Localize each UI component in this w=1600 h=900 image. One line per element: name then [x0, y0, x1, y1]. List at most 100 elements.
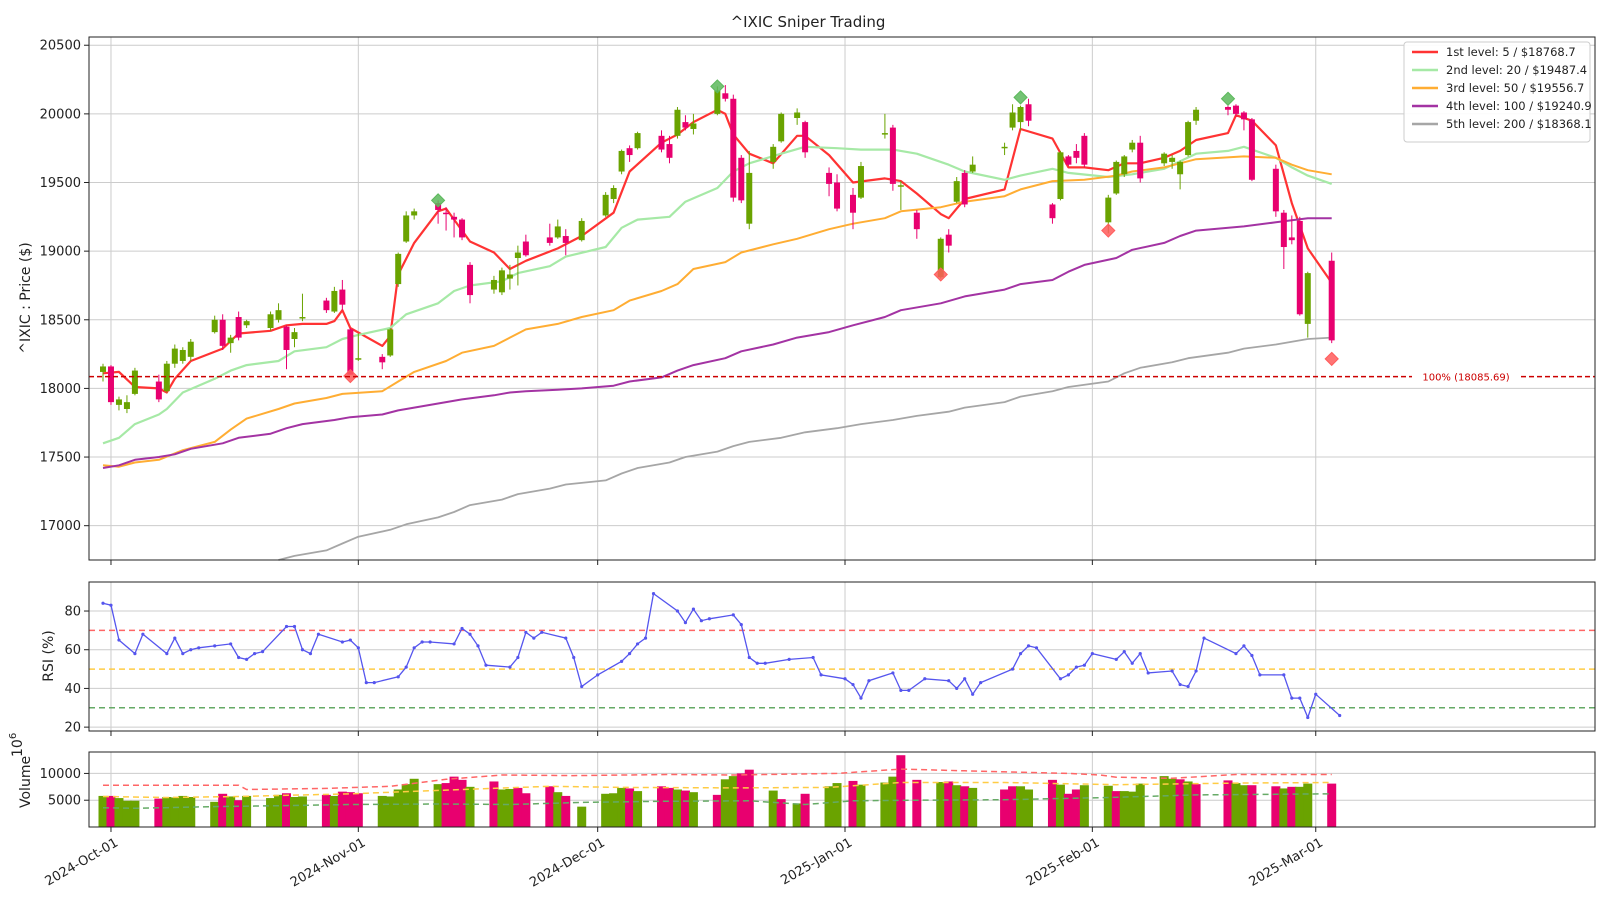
volume-bar	[122, 800, 132, 827]
candle-body	[267, 314, 274, 329]
candle-body	[961, 172, 968, 205]
candle-body	[1129, 142, 1136, 150]
rsi-point	[540, 630, 544, 634]
volume-bar	[1191, 784, 1201, 827]
rsi-point	[955, 686, 959, 691]
rsi-point	[1114, 657, 1118, 662]
volume-bar	[625, 788, 635, 827]
candle-body	[730, 98, 737, 198]
sell-signal-marker	[1101, 223, 1116, 238]
rsi-point	[859, 696, 863, 700]
rsi-point	[739, 622, 743, 627]
volume-bar	[968, 787, 978, 827]
rsi-axis-label: RSI (%)	[41, 630, 57, 681]
moving-average-line	[278, 336, 1332, 561]
candle-body	[275, 310, 282, 320]
rsi-point	[707, 617, 711, 621]
level-label: 100% (18085.69)	[1422, 373, 1509, 384]
x-tick-label: 2025-Jan-01	[778, 835, 855, 888]
volume-bar	[321, 794, 331, 827]
volume-bar	[1327, 783, 1337, 827]
y-tick-label: 20500	[40, 39, 81, 54]
rsi-point	[428, 640, 432, 644]
volume-bar	[856, 784, 866, 827]
rsi-point	[1146, 671, 1150, 675]
candle-body	[235, 317, 242, 338]
rsi-point	[189, 648, 193, 652]
x-tick-label: 2024-Nov-01	[288, 835, 368, 890]
volume-bar	[680, 790, 690, 827]
candle-body	[459, 219, 466, 238]
rsi-point	[1338, 713, 1342, 718]
rsi-point	[763, 661, 767, 665]
candle-body	[945, 234, 952, 246]
volume-bar	[712, 794, 722, 827]
volume-bar	[1079, 785, 1089, 827]
candle-body	[443, 212, 450, 215]
level-label-bg	[1412, 369, 1520, 384]
rsi-point	[1170, 669, 1174, 673]
rsi-point	[1258, 673, 1262, 677]
rsi-point	[109, 603, 113, 607]
volume-bar	[1119, 791, 1129, 827]
volume-bar	[1303, 783, 1313, 827]
volume-bar	[178, 795, 188, 827]
volume-bar	[409, 778, 419, 827]
rsi-point	[364, 681, 368, 685]
sell-signal-marker	[343, 368, 358, 384]
volume-bar	[1127, 791, 1137, 827]
rsi-point	[923, 677, 927, 681]
candle-body	[498, 270, 505, 293]
candle-body	[1304, 273, 1311, 324]
rsi-point	[229, 642, 233, 646]
volume-bar	[282, 793, 292, 827]
y-tick-label: 18000	[40, 382, 81, 397]
volume-bar	[337, 791, 347, 827]
volume-bar	[936, 782, 946, 827]
rsi-point	[468, 632, 472, 636]
rsi-point	[1034, 646, 1039, 650]
rsi-point	[947, 679, 951, 683]
y-tick-label: 19500	[40, 176, 81, 191]
legend-entry: 4th level: 100 / $19240.9	[1446, 99, 1592, 113]
candle-body	[794, 112, 801, 118]
rsi-point	[755, 661, 759, 665]
volume-bar	[162, 797, 172, 827]
volume-bar	[385, 796, 395, 827]
rsi-point	[1018, 651, 1023, 656]
volume-bar	[393, 789, 403, 827]
y-tick-label: 5000	[48, 794, 81, 809]
y-tick-label: 40	[64, 682, 81, 697]
volume-bar	[912, 779, 922, 827]
volume-bar	[792, 803, 802, 827]
candle-body	[1328, 260, 1335, 341]
candle-body	[179, 349, 186, 361]
volume-bar	[234, 800, 244, 827]
rsi-point	[963, 677, 967, 681]
rsi-point	[284, 624, 289, 629]
candle-body	[1105, 197, 1112, 223]
y-tick-label: 19000	[40, 245, 81, 260]
buy-signal-marker	[1013, 90, 1028, 105]
candle-body	[1009, 112, 1016, 128]
chart-title: ^IXIC Sniper Trading	[731, 13, 886, 31]
volume-bar	[688, 792, 698, 827]
rsi-point	[675, 609, 680, 613]
volume-bar	[329, 795, 339, 827]
rsi-point	[508, 665, 512, 669]
volume-average-line	[103, 768, 1332, 791]
volume-bar	[1159, 776, 1169, 827]
volume-bar	[545, 786, 555, 827]
volume-bar	[130, 800, 140, 827]
candle-body	[291, 332, 298, 339]
volume-average-line	[102, 793, 1332, 810]
candle-body	[211, 319, 218, 333]
volume-bar	[744, 769, 754, 827]
candle-body	[331, 290, 338, 312]
candle-body	[1240, 112, 1247, 120]
y-tick-label: 10000	[40, 767, 81, 782]
volume-bar	[1247, 785, 1257, 827]
rsi-point	[348, 638, 352, 642]
candle-body	[299, 317, 306, 319]
volume-bar	[1055, 784, 1065, 827]
